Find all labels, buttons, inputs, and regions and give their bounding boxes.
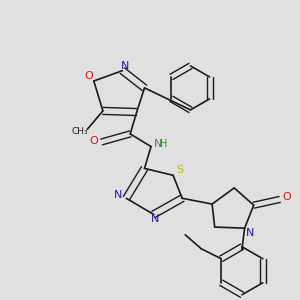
Text: O: O xyxy=(282,193,291,202)
Text: O: O xyxy=(84,71,93,81)
Text: N: N xyxy=(150,214,159,224)
Text: O: O xyxy=(89,136,98,146)
Text: N: N xyxy=(121,61,130,70)
Text: S: S xyxy=(176,165,184,175)
Text: N: N xyxy=(114,190,122,200)
Text: H: H xyxy=(160,139,168,148)
Text: CH₃: CH₃ xyxy=(72,127,88,136)
Text: N: N xyxy=(154,139,162,148)
Text: N: N xyxy=(245,228,254,238)
